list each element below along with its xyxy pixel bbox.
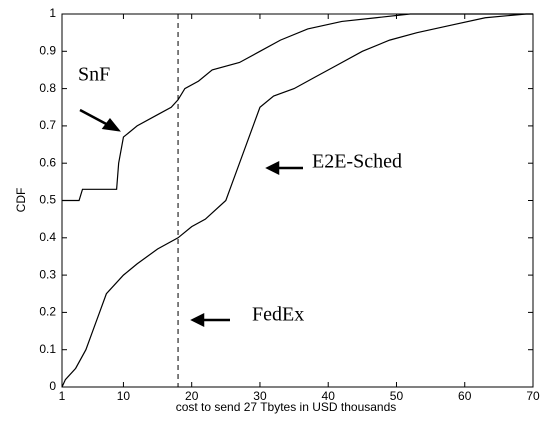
y-tick-label: 0.2 <box>39 305 56 319</box>
cdf-line <box>61 13 533 388</box>
annotation: E2E-Sched <box>312 151 402 173</box>
x-tick-label: 20 <box>185 389 199 403</box>
y-tick-label: 0.7 <box>39 118 56 132</box>
y-tick-label: 0 <box>49 379 56 393</box>
x-tick-label: 1 <box>59 389 66 403</box>
y-tick-label: 0.6 <box>39 155 56 169</box>
annotation: SnF <box>78 64 110 86</box>
plot-frame <box>61 13 534 388</box>
cdf-line <box>62 13 533 202</box>
arrow-head <box>190 312 205 328</box>
y-tick-label: 0.1 <box>39 342 56 356</box>
x-tick-label: 40 <box>322 389 336 403</box>
annotation: FedEx <box>252 304 304 326</box>
arrows <box>79 108 303 328</box>
y-tick-label: 0.4 <box>39 230 56 244</box>
y-tick-label: 0.5 <box>39 193 56 207</box>
x-tick-label: 70 <box>526 389 540 403</box>
x-axis-label: cost to send 27 Tbytes in USD thousands <box>176 400 397 414</box>
x-tick-label: 50 <box>390 389 404 403</box>
y-tick-label: 0.8 <box>39 81 56 95</box>
x-tick-label: 10 <box>117 389 131 403</box>
y-tick-label: 1 <box>49 6 56 20</box>
y-tick-label: 0.3 <box>39 267 56 281</box>
arrow-head <box>265 160 280 176</box>
arrow <box>79 108 111 128</box>
y-axis-label: CDF <box>14 188 28 213</box>
x-tick-label: 30 <box>253 389 267 403</box>
x-tick-label: 60 <box>458 389 472 403</box>
arrow-head <box>101 117 121 132</box>
y-tick-label: 0.9 <box>39 43 56 57</box>
